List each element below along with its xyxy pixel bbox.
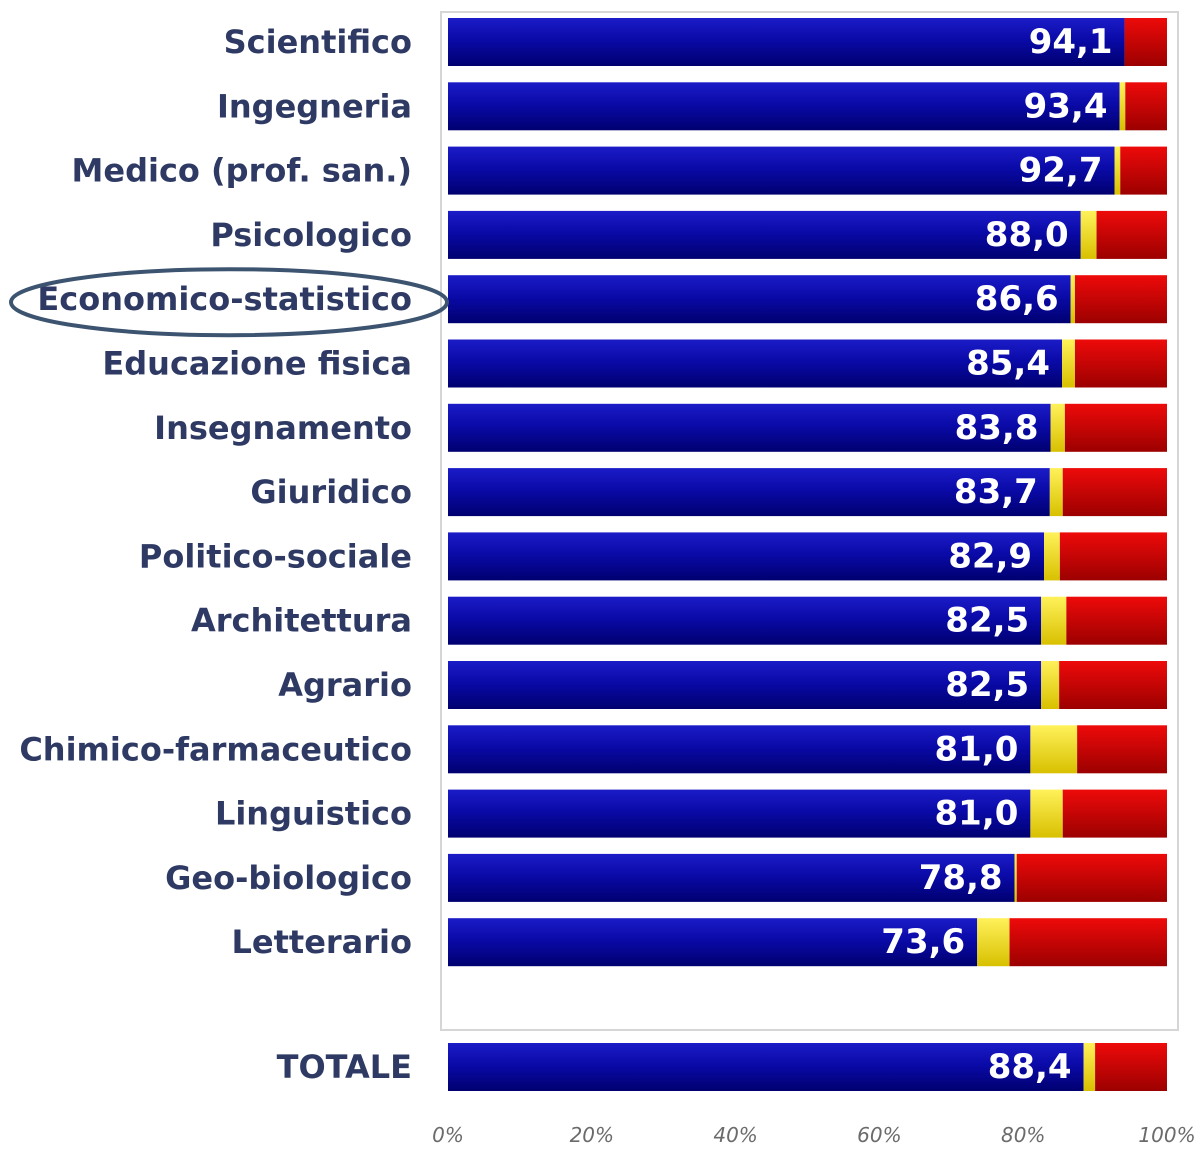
x-tick-label: 20% (570, 1123, 614, 1147)
highlight-ellipse (9, 267, 449, 338)
category-label: Geo-biologico (165, 859, 412, 897)
category-label: Psicologico (210, 216, 412, 254)
bar-segment (1050, 403, 1065, 452)
category-labels: Scientifico Ingegneria Medico (prof. san.)… (19, 23, 412, 1086)
data-label: 78,8 (919, 858, 1003, 898)
category-label: Scientifico (224, 23, 412, 61)
bar-segment (448, 1043, 1084, 1091)
x-tick-label: 100% (1138, 1123, 1195, 1147)
value-labels: 94,1 93,4 92,7 88,0 86,6 85,4 83,8 83,7 82,9 82,5… (881, 22, 1112, 1087)
bar-segment (448, 339, 1063, 388)
data-label: 83,8 (955, 408, 1039, 448)
x-tick-label: 0% (432, 1123, 464, 1147)
category-label: Letterario (232, 923, 413, 961)
category-label: Educazione fisica (102, 345, 412, 383)
data-label: 82,9 (948, 536, 1032, 576)
category-label: Agrario (278, 666, 412, 704)
bar-segment (448, 596, 1042, 645)
bar-segment (448, 146, 1115, 195)
category-label: Insegnamento (154, 409, 412, 447)
bar-segment (1016, 853, 1167, 902)
bar-segment (448, 789, 1031, 838)
category-label: Economico-statistico (37, 280, 412, 318)
category-label: TOTALE (277, 1048, 412, 1086)
bar-segment (1120, 146, 1167, 195)
bar-segment (448, 210, 1081, 259)
data-label: 88,0 (985, 215, 1069, 255)
data-label: 73,6 (881, 922, 965, 962)
bar-segment (1062, 789, 1167, 838)
x-tick-label: 40% (713, 1123, 757, 1147)
bar-segment (1044, 532, 1060, 581)
bar-segment (1014, 853, 1017, 902)
bar-segment (1030, 725, 1078, 774)
bar-segment (1066, 596, 1167, 645)
bar-segment (1080, 210, 1097, 259)
bar-segment (1009, 918, 1167, 967)
bar-segment (1030, 789, 1063, 838)
x-tick-label: 80% (1001, 1123, 1045, 1147)
bar-segment (1062, 468, 1167, 517)
data-label: 88,4 (988, 1047, 1072, 1087)
bar-segment (1062, 339, 1075, 388)
bar-segment (1125, 82, 1167, 131)
bars-group (448, 18, 1168, 1091)
category-label: Chimico-farmaceutico (19, 730, 412, 768)
data-label: 94,1 (1029, 22, 1113, 62)
bar-segment (448, 532, 1045, 581)
bar-segment (1041, 661, 1060, 709)
x-tick-label: 60% (857, 1123, 901, 1147)
bar-segment (1074, 339, 1167, 388)
data-label: 82,5 (945, 601, 1029, 641)
bar-segment (1077, 725, 1168, 774)
bar-segment (448, 853, 1015, 902)
data-label: 82,5 (945, 665, 1029, 705)
bar-segment (1124, 18, 1167, 66)
category-label: Giuridico (250, 473, 412, 511)
category-label: Architettura (191, 602, 412, 640)
category-label: Linguistico (215, 795, 412, 833)
category-label: Ingegneria (217, 87, 412, 125)
data-label: 86,6 (975, 279, 1059, 319)
bar-segment (1074, 275, 1167, 324)
data-label: 83,7 (954, 472, 1038, 512)
bar-segment (448, 661, 1042, 709)
data-label: 92,7 (1019, 151, 1103, 191)
bar-segment (1059, 532, 1167, 581)
bar-segment (1114, 146, 1121, 195)
bar-segment (1070, 275, 1075, 324)
bar-segment (448, 18, 1125, 66)
bar-segment (448, 725, 1031, 774)
category-label: Medico (prof. san.) (72, 152, 412, 190)
bar-segment (1083, 1043, 1096, 1091)
bar-segment (1049, 468, 1063, 517)
bar-segment (1041, 596, 1067, 645)
bar-segment (448, 82, 1120, 131)
bar-segment (448, 918, 978, 967)
data-label: 81,0 (935, 794, 1019, 834)
data-label: 81,0 (935, 729, 1019, 769)
bar-segment (1119, 82, 1126, 131)
bar-segment (448, 275, 1071, 324)
bar-segment (1096, 210, 1167, 259)
bar-segment (448, 468, 1050, 517)
x-axis-ticks: 0% 20% 40% 60% 80% 100% (432, 1123, 1195, 1147)
bar-segment (1064, 403, 1167, 452)
data-label: 85,4 (966, 344, 1050, 384)
bar-segment (1059, 661, 1167, 709)
bar-segment (977, 918, 1010, 967)
bar-segment (448, 403, 1051, 452)
bar-segment (1095, 1043, 1167, 1091)
category-label: Politico-sociale (139, 537, 412, 575)
data-label: 93,4 (1024, 86, 1108, 126)
